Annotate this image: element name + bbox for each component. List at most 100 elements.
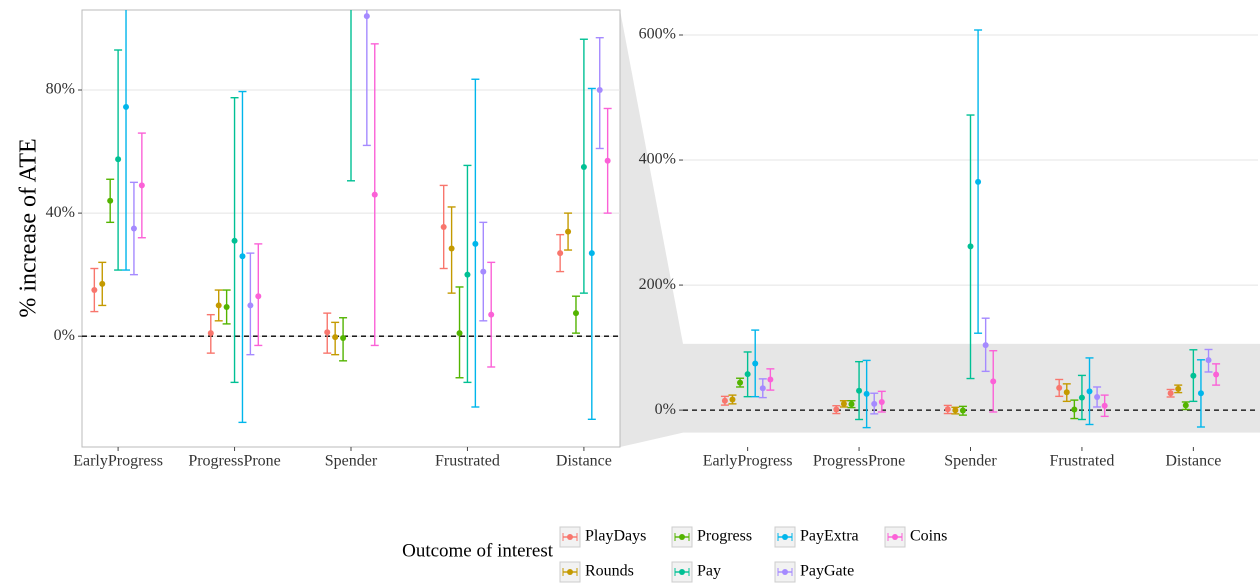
point <box>1167 390 1174 397</box>
point <box>1213 371 1220 378</box>
x-tick-label: ProgressProne <box>813 453 905 470</box>
y-tick-label: 80% <box>46 81 75 98</box>
point <box>1197 390 1204 397</box>
legend-key-point <box>782 534 788 540</box>
legend-label: PlayDays <box>585 528 646 545</box>
legend-item: Rounds <box>559 561 634 583</box>
point <box>840 400 847 407</box>
point <box>1094 393 1101 400</box>
legend-item: Pay <box>671 561 721 583</box>
point <box>480 268 487 275</box>
point <box>1182 402 1189 409</box>
point <box>1205 357 1212 364</box>
zoom-connector <box>620 10 683 447</box>
point <box>324 329 331 336</box>
y-tick-label: 0% <box>655 401 676 418</box>
legend-label: PayExtra <box>800 528 859 545</box>
x-tick-label: ProgressProne <box>188 453 280 470</box>
point <box>856 387 863 394</box>
legend-item: Coins <box>884 526 947 548</box>
point <box>231 237 238 244</box>
x-tick-label: Spender <box>944 453 997 470</box>
x-tick-label: Frustrated <box>1049 453 1114 470</box>
y-tick-label: 40% <box>46 204 75 221</box>
point <box>572 310 579 317</box>
point <box>239 253 246 260</box>
point <box>138 182 145 189</box>
x-tick-label: EarlyProgress <box>703 453 793 470</box>
point <box>1086 388 1093 395</box>
point <box>255 293 262 300</box>
point <box>833 406 840 413</box>
point <box>990 378 997 385</box>
point <box>332 334 339 341</box>
point <box>91 287 98 294</box>
point <box>863 390 870 397</box>
legend-label: Progress <box>697 528 752 545</box>
legend-label: PayGate <box>800 563 854 580</box>
point <box>99 280 106 287</box>
y-tick-label: 200% <box>639 276 676 293</box>
error-bar <box>362 10 371 147</box>
y-tick-label: 600% <box>639 26 676 43</box>
error-bar <box>122 10 131 271</box>
legend-title: Outcome of interest <box>402 540 554 561</box>
point <box>952 407 959 414</box>
point <box>1071 406 1078 413</box>
point <box>464 271 471 278</box>
plot-area <box>82 10 620 424</box>
point <box>752 360 759 367</box>
point <box>371 191 378 198</box>
legend-key-point <box>782 569 788 575</box>
error-bar <box>347 10 355 182</box>
point <box>1063 389 1070 396</box>
point <box>848 401 855 408</box>
point <box>107 197 114 204</box>
legend-key-point <box>892 534 898 540</box>
legend-key-point <box>679 569 685 575</box>
point <box>488 311 495 318</box>
point <box>130 225 137 232</box>
point <box>959 407 966 414</box>
point <box>975 178 982 185</box>
legend-key-point <box>567 534 573 540</box>
y-tick-label: 0% <box>54 327 75 344</box>
point <box>123 103 130 110</box>
legend-label: Pay <box>697 563 721 580</box>
x-tick-label: Spender <box>325 453 378 470</box>
y-axis-title: % increase of ATE <box>16 138 42 317</box>
point <box>967 243 974 250</box>
point <box>115 156 122 163</box>
point <box>448 245 455 252</box>
x-tick-label: Frustrated <box>435 453 500 470</box>
point <box>982 342 989 349</box>
point <box>744 371 751 378</box>
point <box>1101 402 1108 409</box>
error-bar <box>595 36 604 150</box>
point <box>247 302 254 309</box>
point <box>878 398 885 405</box>
legend-item: Progress <box>671 526 752 548</box>
legend-item: PlayDays <box>559 526 646 548</box>
x-tick-label: Distance <box>1165 453 1221 470</box>
point <box>588 250 595 257</box>
point <box>363 13 370 20</box>
point <box>871 400 878 407</box>
point <box>596 87 603 94</box>
y-tick-label: 400% <box>639 151 676 168</box>
point <box>215 302 222 309</box>
point <box>737 379 744 386</box>
point <box>1190 372 1197 379</box>
point <box>580 163 587 170</box>
point <box>223 303 230 310</box>
point <box>1175 385 1182 392</box>
point <box>759 385 766 392</box>
plot-area <box>683 29 1258 429</box>
point <box>944 406 951 413</box>
legend-key-point <box>679 534 685 540</box>
zoom-region <box>683 343 1260 433</box>
point <box>440 223 447 230</box>
point <box>729 396 736 403</box>
x-tick-label: Distance <box>556 453 612 470</box>
